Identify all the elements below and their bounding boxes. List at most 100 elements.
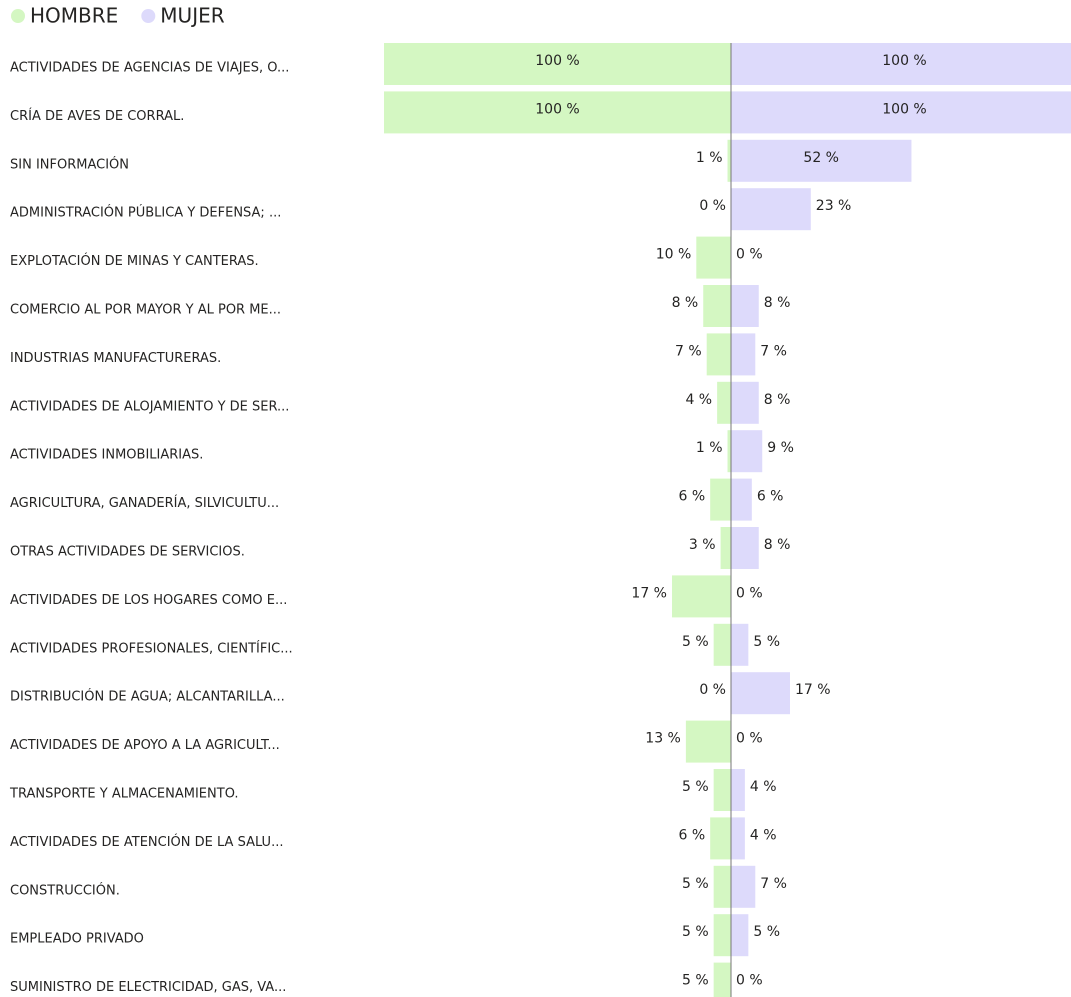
data-label: 0 % <box>699 682 726 698</box>
bar <box>731 478 752 521</box>
bar <box>731 817 745 860</box>
data-label: 1 % <box>696 440 723 456</box>
category-label: ACTIVIDADES DE LOS HOGARES COMO E... <box>10 593 287 608</box>
category-label: ACTIVIDADES DE ALOJAMIENTO Y DE SER... <box>10 399 289 414</box>
bar <box>731 333 756 376</box>
bar <box>710 817 731 860</box>
bar <box>727 139 731 182</box>
data-label: 1 % <box>696 150 723 166</box>
category-label: EXPLOTACIÓN DE MINAS Y CANTERAS. <box>10 253 259 269</box>
category-label: OTRAS ACTIVIDADES DE SERVICIOS. <box>10 545 245 560</box>
data-label: 8 % <box>764 537 791 553</box>
bar <box>727 430 731 473</box>
data-label: 23 % <box>816 198 852 214</box>
category-label: EMPLEADO PRIVADO <box>10 932 144 947</box>
bar <box>731 91 1071 134</box>
category-label: SIN INFORMACIÓN <box>10 156 129 172</box>
bar <box>713 962 731 997</box>
data-label: 6 % <box>679 827 706 843</box>
bar <box>713 914 731 957</box>
data-label: 100 % <box>882 101 926 117</box>
data-label: 100 % <box>882 53 926 69</box>
bar <box>731 527 759 569</box>
category-label: INDUSTRIAS MANUFACTURERAS. <box>10 351 221 366</box>
category-label: ACTIVIDADES INMOBILIARIAS. <box>10 448 203 463</box>
category-label: SUMINISTRO DE ELECTRICIDAD, GAS, VA... <box>10 980 286 995</box>
bar <box>731 139 912 182</box>
data-label: 4 % <box>750 827 777 843</box>
bar <box>731 769 745 811</box>
data-label: 0 % <box>736 585 763 601</box>
category-label: ADMINISTRACIÓN PÚBLICA Y DEFENSA; ... <box>10 205 281 221</box>
data-label: 5 % <box>682 634 709 650</box>
category-label: CONSTRUCCIÓN. <box>10 882 120 898</box>
data-label: 6 % <box>679 489 706 505</box>
data-label: 3 % <box>689 537 716 553</box>
bar <box>384 43 731 85</box>
data-label: 4 % <box>750 779 777 795</box>
data-label: 7 % <box>760 343 787 359</box>
category-label: COMERCIO AL POR MAYOR Y AL POR ME... <box>10 303 281 318</box>
legend-label: MUJER <box>160 4 224 28</box>
bar <box>703 285 731 327</box>
bar <box>384 91 731 134</box>
bar <box>710 478 731 521</box>
data-label: 4 % <box>685 392 712 408</box>
category-label: ACTIVIDADES DE AGENCIAS DE VIAJES, O... <box>10 61 289 76</box>
data-label: 0 % <box>736 731 763 747</box>
data-label: 0 % <box>736 247 763 263</box>
data-label: 0 % <box>699 198 726 214</box>
data-label: 5 % <box>753 634 780 650</box>
bar <box>731 188 811 231</box>
data-label: 17 % <box>631 585 667 601</box>
data-label: 5 % <box>682 924 709 940</box>
legend-marker <box>141 9 156 23</box>
data-label: 5 % <box>682 973 709 989</box>
data-label: 6 % <box>757 489 784 505</box>
data-label: 100 % <box>535 101 579 117</box>
bar <box>713 769 731 811</box>
bar <box>672 575 731 618</box>
bar <box>713 865 731 908</box>
data-label: 9 % <box>767 440 794 456</box>
bar <box>717 381 731 424</box>
data-label: 8 % <box>764 295 791 311</box>
data-label: 52 % <box>803 150 839 166</box>
bar <box>696 236 731 279</box>
bar <box>731 285 759 327</box>
data-label: 7 % <box>675 343 702 359</box>
data-label: 100 % <box>535 53 579 69</box>
category-label: DISTRIBUCIÓN DE AGUA; ALCANTARILLA... <box>10 689 285 705</box>
legend-label: HOMBRE <box>30 4 118 28</box>
data-label: 10 % <box>656 247 692 263</box>
bar <box>731 430 763 473</box>
bar <box>731 623 749 666</box>
bar <box>731 672 790 715</box>
category-label: ACTIVIDADES DE ATENCIÓN DE LA SALU... <box>10 834 283 850</box>
bar <box>731 381 759 424</box>
category-label: ACTIVIDADES PROFESIONALES, CIENTÍFIC... <box>10 640 293 656</box>
data-label: 17 % <box>795 682 831 698</box>
category-label: TRANSPORTE Y ALMACENAMIENTO. <box>9 787 239 802</box>
category-label: AGRICULTURA, GANADERÍA, SILVICULTU... <box>10 495 279 511</box>
data-label: 0 % <box>736 973 763 989</box>
data-label: 5 % <box>682 876 709 892</box>
data-label: 5 % <box>682 779 709 795</box>
bar <box>713 623 731 666</box>
data-label: 7 % <box>760 876 787 892</box>
data-label: 5 % <box>753 924 780 940</box>
bar <box>731 865 756 908</box>
bar <box>731 43 1071 85</box>
bar <box>720 527 731 569</box>
bar <box>685 720 731 763</box>
data-label: 8 % <box>672 295 699 311</box>
category-label: CRÍA DE AVES DE CORRAL. <box>10 108 184 124</box>
bar <box>731 914 749 957</box>
legend-marker <box>11 9 25 23</box>
data-label: 8 % <box>764 392 791 408</box>
data-label: 13 % <box>645 731 681 747</box>
bar <box>706 333 731 376</box>
category-label: ACTIVIDADES DE APOYO A LA AGRICULT... <box>10 738 280 753</box>
